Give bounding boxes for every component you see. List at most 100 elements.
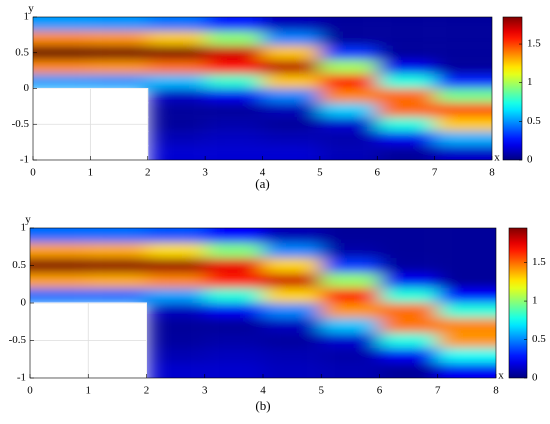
- heatmap: [33, 17, 492, 160]
- y-tick-label: -0.5: [9, 334, 27, 346]
- heatmap-cell: [377, 145, 435, 160]
- heatmap-cell: [319, 131, 378, 146]
- heatmap-cell: [379, 363, 438, 378]
- heatmap-cell: [437, 363, 496, 378]
- no-data-region: [33, 88, 91, 104]
- heatmap-cell: [377, 59, 435, 75]
- heatmap-cell: [319, 17, 378, 32]
- no-data-region: [89, 145, 149, 160]
- x-tick-label: 6: [375, 167, 381, 179]
- colorbar: [508, 227, 528, 379]
- heatmap-cell: [204, 303, 263, 318]
- heatmap-cell: [434, 59, 492, 75]
- heatmap-cell: [437, 243, 496, 258]
- heatmap-cell: [263, 303, 322, 318]
- heatmap-cell: [379, 303, 438, 318]
- heatmap-cell: [147, 88, 206, 103]
- grid: [30, 303, 147, 378]
- x-tick-label: 0: [30, 167, 36, 179]
- heatmap-cell: [379, 333, 438, 348]
- x-tick-label: 0: [27, 385, 33, 397]
- heatmap-cell: [90, 31, 148, 46]
- heatmap-cell: [33, 17, 91, 32]
- heatmap-cell: [319, 45, 378, 60]
- heatmap-cell: [262, 59, 320, 75]
- heatmap-cell: [205, 31, 263, 46]
- heatmap-cell: [205, 74, 263, 89]
- heatmap-cell: [434, 45, 492, 60]
- colorbar-tick-label: 1: [527, 76, 533, 88]
- heatmap-cell: [205, 102, 263, 118]
- no-data-region: [33, 130, 91, 147]
- heatmap-cell: [321, 363, 380, 378]
- heatmap-cell: [379, 243, 438, 258]
- no-data-region: [87, 362, 147, 378]
- colorbar-tick-label: 1: [532, 295, 538, 307]
- heatmap-cell: [321, 243, 380, 258]
- heatmap-cell: [434, 88, 492, 103]
- x-tick-label: 1: [88, 167, 94, 179]
- heatmap-cell: [88, 273, 147, 288]
- no-data-region: [30, 347, 89, 364]
- heatmap-cell: [147, 131, 206, 146]
- heatmap-cell: [434, 102, 492, 118]
- heatmap-cell: [437, 348, 496, 363]
- heatmap-cell: [321, 318, 380, 333]
- no-data-region: [33, 145, 91, 160]
- heatmap-cell: [204, 273, 263, 288]
- no-data-region: [33, 102, 91, 118]
- x-tick-label: 2: [144, 385, 150, 397]
- no-data-region: [30, 362, 89, 378]
- no-data-region: [87, 317, 147, 334]
- caption: (a): [255, 176, 269, 191]
- heatmap-cell: [321, 288, 380, 303]
- heatmap-cell: [33, 31, 91, 46]
- x-axis-label: x: [494, 152, 500, 164]
- heatmap-cell: [377, 17, 435, 32]
- colorbar-tick-label: 1.5: [527, 38, 541, 50]
- heatmap-cell: [379, 318, 438, 333]
- heatmap-cell: [147, 145, 206, 160]
- x-tick-label: 7: [435, 385, 441, 397]
- heatmap-cell: [377, 102, 435, 118]
- heatmap-cell: [321, 273, 380, 288]
- heatmap-cell: [379, 348, 438, 363]
- heatmap-cell: [377, 74, 435, 89]
- y-tick-label: 1: [21, 222, 27, 234]
- heatmap-cell: [205, 17, 263, 32]
- heatmap-cell: [90, 17, 148, 32]
- heatmap-cell: [146, 363, 205, 378]
- heatmap-cell: [319, 31, 378, 46]
- y-tick-label: -1: [17, 372, 26, 384]
- heatmap-cell: [319, 102, 378, 118]
- heatmap-cell: [30, 288, 89, 303]
- no-data-region: [89, 102, 149, 118]
- heatmap-cell: [147, 59, 206, 75]
- heatmap-cell: [377, 131, 435, 146]
- heatmap-cell: [30, 228, 89, 243]
- heatmap-cell: [205, 131, 263, 146]
- heatmap-cell: [263, 288, 322, 303]
- heatmap-cell: [90, 45, 148, 60]
- x-tick-label: 8: [489, 167, 495, 179]
- heatmap-cell: [321, 348, 380, 363]
- heatmap-cell: [434, 74, 492, 89]
- heatmap-cell: [204, 363, 263, 378]
- heatmap-cell: [88, 228, 147, 243]
- heatmap-cell: [205, 88, 263, 103]
- heatmap-cell: [321, 303, 380, 318]
- heatmap-cell: [263, 363, 322, 378]
- heatmap-cell: [204, 348, 263, 363]
- heatmap-cell: [437, 333, 496, 348]
- heatmap-cell: [321, 258, 380, 273]
- heatmap-cell: [147, 74, 206, 89]
- heatmap-cell: [437, 288, 496, 303]
- y-tick-label: 0.5: [12, 259, 26, 271]
- x-tick-label: 7: [432, 167, 438, 179]
- x-tick-label: 3: [202, 167, 208, 179]
- heatmap-cell: [204, 318, 263, 333]
- x-axis-label: x: [498, 370, 504, 382]
- heatmap-cell: [146, 318, 205, 333]
- heatmap-cell: [147, 17, 206, 32]
